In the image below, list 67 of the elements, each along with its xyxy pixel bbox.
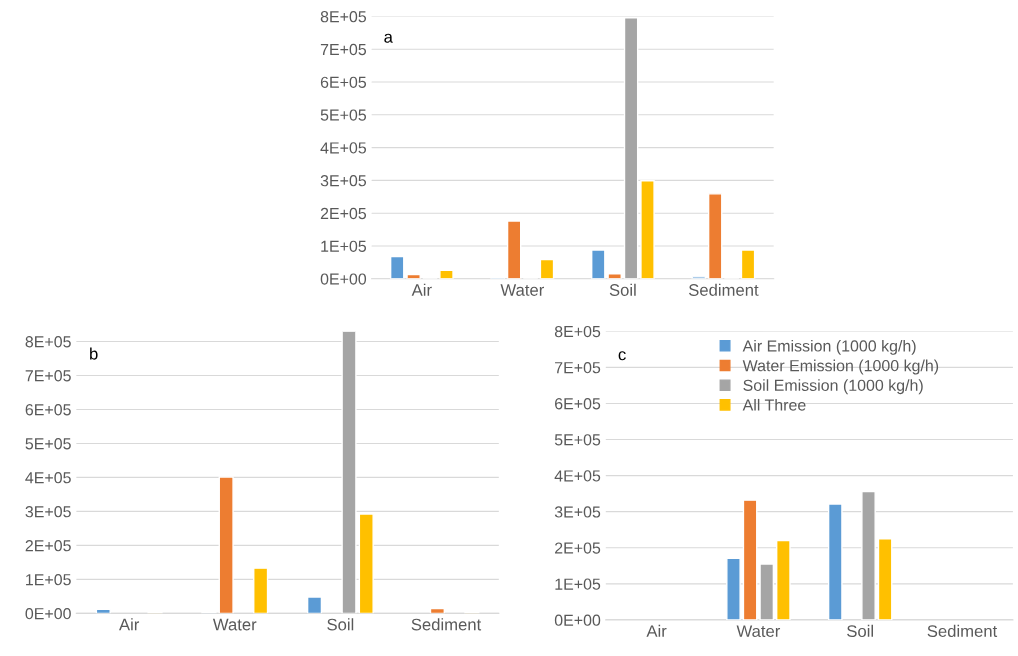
bar	[506, 220, 522, 279]
y-tick-label: 4E+05	[25, 472, 71, 484]
bar	[827, 503, 843, 620]
y-tick-label: 0E+00	[554, 614, 601, 626]
bar	[539, 258, 555, 279]
y-tick-label: 1E+05	[321, 240, 367, 252]
annotation: a	[384, 33, 393, 43]
bar	[740, 249, 756, 279]
bar	[861, 490, 876, 620]
bar	[742, 499, 758, 620]
y-tick-label: 2E+05	[555, 542, 601, 554]
x-tick-label: Air	[411, 283, 432, 296]
x-tick-label: Water	[500, 284, 544, 296]
x-tick-label: Water	[212, 618, 257, 631]
y-tick-label: 1E+05	[26, 574, 71, 586]
bar	[253, 567, 269, 614]
y-tick-label: 1E+05	[555, 578, 601, 590]
y-tick-label: 2E+05	[25, 540, 71, 552]
y-tick-label: 7E+05	[555, 361, 601, 374]
y-tick-label: 8E+05	[320, 11, 367, 23]
y-tick-label: 8E+05	[25, 336, 71, 348]
bar	[218, 476, 234, 614]
bar	[358, 513, 374, 614]
x-tick-label: Water	[736, 625, 781, 638]
x-tick-label: Sediment	[688, 283, 759, 296]
x-tick-label: Air	[646, 624, 667, 637]
y-tick-label: 3E+05	[554, 506, 601, 518]
y-tick-label: 6E+05	[555, 398, 601, 410]
y-tick-label: 7E+05	[320, 43, 367, 56]
bar	[775, 539, 791, 620]
y-tick-label: 7E+05	[25, 370, 71, 382]
bar	[707, 193, 723, 279]
bar	[726, 557, 741, 620]
annotation: c	[618, 351, 626, 361]
y-tick-label: 6E+05	[25, 404, 71, 416]
bar	[389, 255, 405, 279]
y-tick-label: 5E+05	[25, 438, 71, 450]
y-tick-label: 3E+05	[25, 506, 71, 518]
y-tick-label: 6E+05	[320, 76, 367, 88]
bar	[439, 269, 454, 279]
annotation: b	[90, 347, 98, 360]
bar	[429, 607, 445, 614]
bar	[759, 563, 775, 620]
bar	[640, 180, 655, 279]
legend-label: All Three	[742, 398, 806, 411]
legend-label: Soil Emission (1000 kg/h)	[743, 379, 923, 395]
bar	[306, 596, 323, 614]
x-tick-label: Air	[119, 618, 140, 631]
y-tick-label: 4E+05	[320, 142, 367, 154]
y-tick-label: 4E+05	[554, 470, 601, 482]
x-tick-label: Sediment	[411, 618, 482, 631]
legend-label: Water Emission (1000 kg/h)	[742, 359, 939, 375]
y-tick-label: 3E+05	[320, 175, 367, 187]
y-tick-label: 0E+00	[320, 273, 367, 285]
x-tick-label: Soil	[609, 283, 636, 296]
x-tick-label: Soil	[327, 618, 354, 631]
legend-label: Air Emission (1000 kg/h)	[742, 339, 916, 355]
bar	[623, 17, 639, 279]
y-tick-label: 8E+05	[554, 325, 601, 338]
x-tick-label: Soil	[847, 624, 873, 638]
y-tick-label: 5E+05	[320, 109, 367, 121]
y-tick-label: 0E+00	[25, 607, 71, 620]
bar	[877, 538, 893, 620]
y-tick-label: 5E+05	[554, 434, 601, 446]
y-tick-label: 2E+05	[320, 207, 367, 220]
x-tick-label: Sediment	[927, 624, 998, 638]
bar	[341, 331, 357, 614]
